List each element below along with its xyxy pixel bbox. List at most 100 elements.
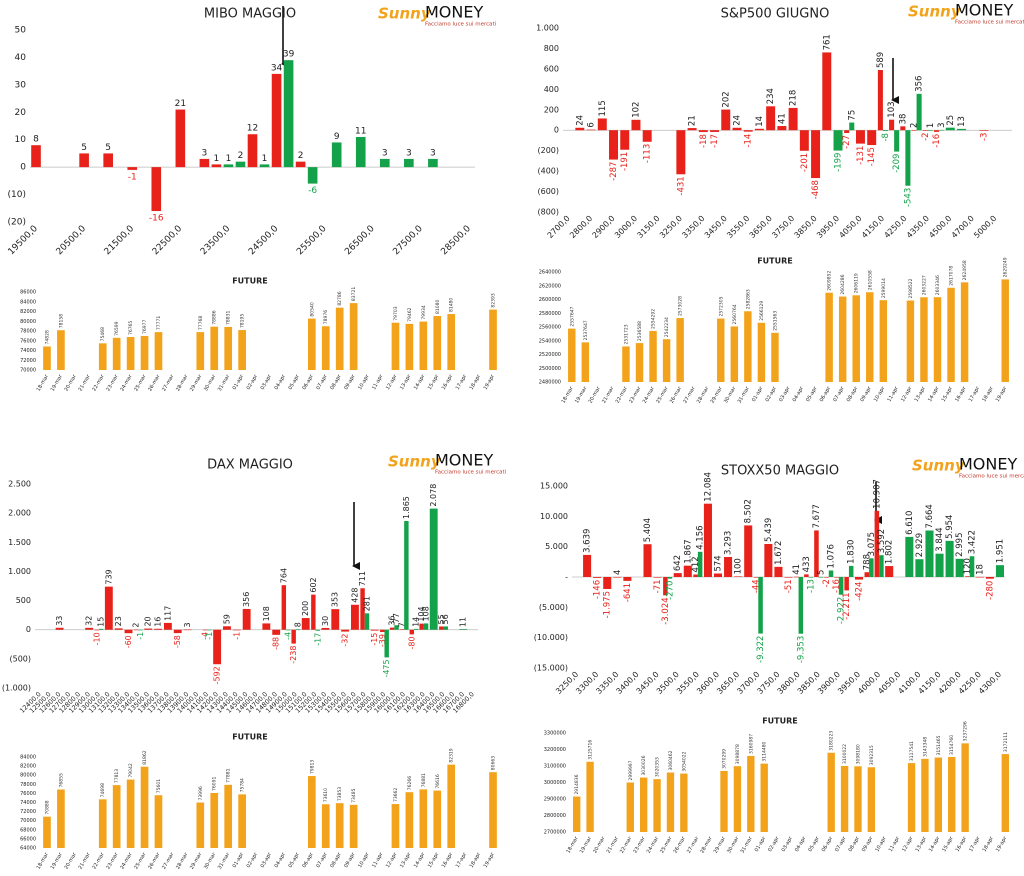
bar bbox=[433, 315, 442, 370]
bar bbox=[311, 594, 316, 630]
bar bbox=[838, 296, 847, 382]
value-label: 78831 bbox=[226, 310, 232, 324]
bar bbox=[717, 318, 725, 382]
value-label: -238 bbox=[289, 646, 298, 664]
bar bbox=[854, 766, 862, 832]
bar bbox=[307, 776, 316, 848]
value-label: 5.954 bbox=[945, 515, 955, 539]
x-tick-label: 27-mar bbox=[161, 373, 176, 393]
value-label: 38 bbox=[898, 114, 908, 125]
y-tick-label: (200) bbox=[537, 146, 559, 155]
bar bbox=[945, 540, 954, 577]
x-tick-label: 3250,0 bbox=[658, 214, 684, 240]
bar bbox=[379, 158, 390, 168]
x-tick-label: 4350,0 bbox=[905, 214, 931, 240]
value-label: -16 bbox=[932, 134, 942, 148]
bar bbox=[281, 585, 287, 630]
bar bbox=[307, 167, 318, 184]
x-tick-label: 16-apr bbox=[955, 835, 969, 853]
bar bbox=[995, 565, 1004, 577]
x-tick-label: 19-mar bbox=[50, 373, 65, 393]
x-tick-label: 23500,0 bbox=[199, 224, 233, 258]
bar bbox=[399, 629, 405, 630]
x-tick-label: 05-apr bbox=[287, 851, 301, 869]
x-tick-label: 2800,0 bbox=[568, 214, 594, 240]
y-tick-label: 76000 bbox=[20, 338, 36, 344]
y-tick-label: 66000 bbox=[20, 836, 36, 842]
bar bbox=[210, 792, 219, 848]
bar bbox=[140, 766, 149, 848]
bar bbox=[133, 629, 139, 631]
bar bbox=[864, 572, 870, 577]
value-label: 81862 bbox=[142, 750, 148, 764]
bar bbox=[593, 577, 602, 578]
y-tick-label: 10 bbox=[15, 135, 27, 145]
value-label: 12.084 bbox=[703, 472, 713, 502]
value-label: 2566129 bbox=[759, 301, 765, 321]
bar bbox=[939, 129, 945, 131]
bar bbox=[754, 128, 764, 131]
chart-title: FUTURE bbox=[232, 733, 268, 742]
x-tick-label: 3450,0 bbox=[703, 214, 729, 240]
bar bbox=[732, 127, 742, 131]
value-label: 7.677 bbox=[812, 504, 822, 528]
value-label: 73853 bbox=[337, 787, 343, 801]
x-tick-label: 19500,0 bbox=[7, 224, 41, 258]
bar bbox=[635, 343, 644, 382]
bar bbox=[885, 566, 894, 577]
y-tick-label: 80000 bbox=[20, 773, 36, 779]
bar bbox=[433, 790, 442, 848]
bar bbox=[384, 629, 389, 658]
bar bbox=[414, 628, 419, 630]
bar bbox=[127, 167, 138, 170]
value-label: 1.830 bbox=[847, 540, 857, 564]
x-tick-label: 09-apr bbox=[861, 835, 875, 853]
value-label: 428 bbox=[350, 587, 359, 602]
value-label: 120 bbox=[963, 558, 973, 574]
x-tick-label: 03-apr bbox=[781, 835, 795, 853]
bar bbox=[459, 629, 468, 630]
bar bbox=[799, 130, 809, 151]
bar bbox=[683, 565, 692, 577]
bar bbox=[915, 559, 924, 577]
value-label: 589 bbox=[876, 52, 886, 68]
bar bbox=[794, 576, 799, 578]
value-label: 76977 bbox=[142, 320, 148, 334]
value-label: -71 bbox=[653, 579, 663, 593]
bar bbox=[315, 629, 320, 631]
value-label: 3.075 bbox=[867, 532, 877, 556]
value-label: 281 bbox=[363, 596, 372, 611]
x-tick-label: 17-apr bbox=[968, 835, 982, 853]
bar bbox=[140, 335, 149, 370]
value-label: 2 bbox=[910, 123, 920, 128]
x-tick-label: 25-mar bbox=[133, 373, 148, 393]
value-label: 15 bbox=[97, 617, 106, 627]
bar bbox=[753, 577, 759, 578]
y-tick-label: 5.000 bbox=[545, 542, 568, 551]
bar bbox=[173, 629, 182, 634]
value-label: -280 bbox=[985, 581, 995, 600]
value-label: 5 bbox=[105, 143, 111, 153]
x-tick-label: 14-apr bbox=[928, 835, 942, 853]
bar bbox=[848, 565, 854, 577]
y-tick-label: 2900000 bbox=[544, 797, 566, 803]
y-tick-label: 0 bbox=[26, 625, 31, 634]
value-label: 73996 bbox=[198, 786, 204, 800]
value-label: 13 bbox=[957, 116, 967, 127]
bar bbox=[693, 574, 698, 577]
value-label: 202 bbox=[721, 91, 731, 107]
bar bbox=[183, 629, 192, 631]
bar bbox=[175, 109, 186, 168]
bar bbox=[855, 130, 865, 144]
value-label: 2572305 bbox=[718, 296, 724, 316]
bar bbox=[112, 785, 121, 848]
bar bbox=[85, 627, 94, 630]
value-label: -17 bbox=[313, 633, 322, 646]
value-label: 2 bbox=[132, 623, 141, 628]
value-label: 11 bbox=[459, 617, 468, 627]
value-label: 2603227 bbox=[921, 275, 927, 295]
bar bbox=[882, 130, 888, 132]
x-tick-label: 21500,0 bbox=[103, 224, 137, 258]
y-tick-label: 1.000 bbox=[536, 24, 559, 33]
value-label: 3 bbox=[937, 122, 947, 127]
